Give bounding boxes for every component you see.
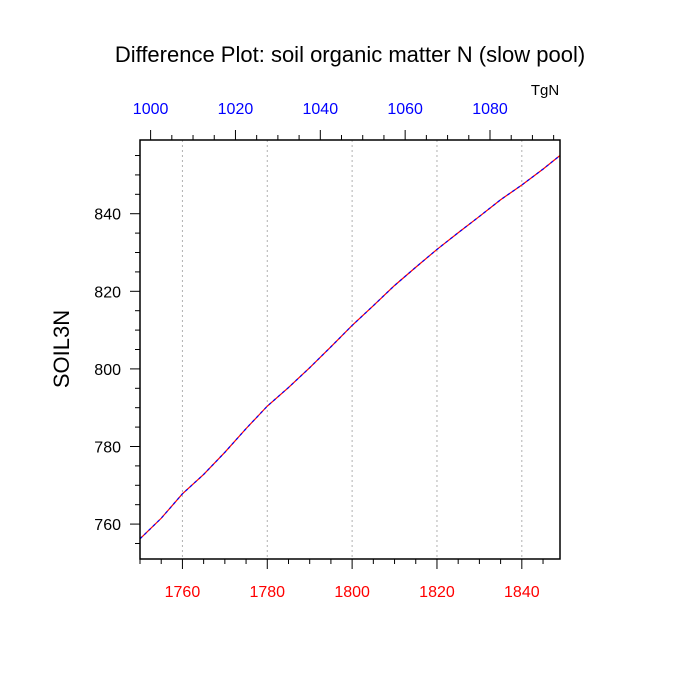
y-tick-label: 760 <box>94 517 121 534</box>
axes: 1760 1780 1800 1820 1840 1000 1020 1040 1060 1080… <box>94 101 555 601</box>
top-tick-label: 1060 <box>387 101 423 118</box>
top-tick-label: 1020 <box>218 101 254 118</box>
plot-area <box>139 155 561 540</box>
top-tick-label: 1040 <box>303 101 339 118</box>
y-tick-label: 840 <box>94 207 121 224</box>
top-axis-units: TgN <box>531 82 559 99</box>
top-tick-label: 1000 <box>133 101 169 118</box>
top-tick-label: 1080 <box>472 101 508 118</box>
x-tick-label: 1780 <box>249 584 285 601</box>
x-tick-label: 1800 <box>334 584 370 601</box>
y-tick-label: 800 <box>94 362 121 379</box>
series-line-case-1 <box>139 155 561 540</box>
series-line-case-2 <box>139 155 561 540</box>
grid <box>181 140 523 559</box>
chart-title: Difference Plot: soil organic matter N (… <box>115 42 585 67</box>
x-tick-label: 1760 <box>165 584 201 601</box>
x-tick-label: 1820 <box>419 584 455 601</box>
y-tick-label: 780 <box>94 439 121 456</box>
x-tick-label: 1840 <box>504 584 540 601</box>
y-axis-label: SOIL3N <box>49 310 74 388</box>
y-tick-label: 820 <box>94 284 121 301</box>
